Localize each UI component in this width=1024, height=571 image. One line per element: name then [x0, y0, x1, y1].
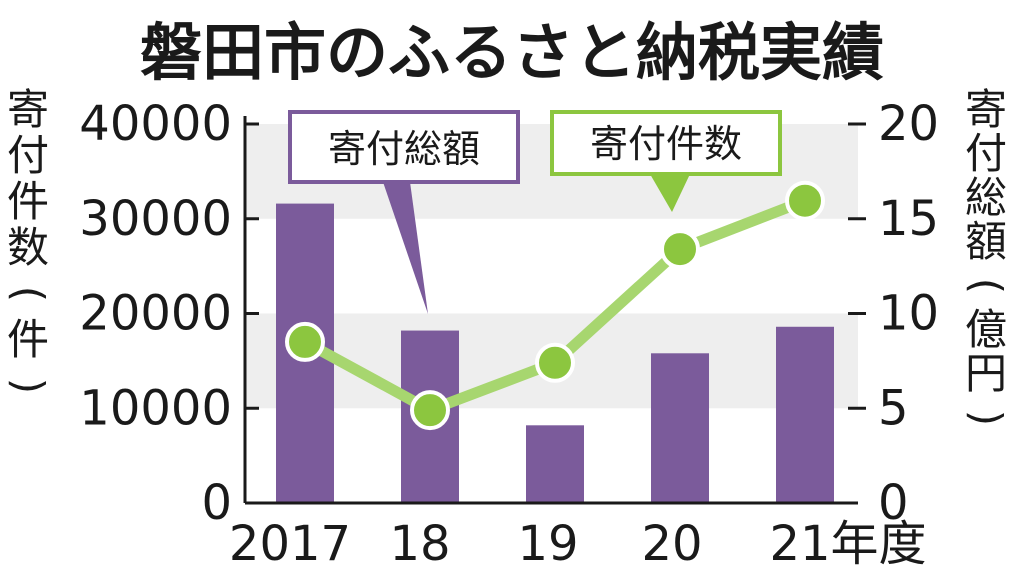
axis-label-char: (	[962, 278, 1011, 294]
bar-20	[651, 353, 709, 503]
axis-label-char: 額	[965, 217, 1007, 266]
x-tick-label-19: 19	[517, 516, 578, 571]
line-series-donation-count	[285, 180, 825, 431]
axis-label-char: 億	[965, 305, 1007, 354]
left-tick-label: 0	[201, 475, 232, 531]
point-2017	[285, 321, 325, 362]
axis-label-char: 付	[965, 129, 1007, 178]
callout-box-amount	[288, 110, 520, 184]
right-axis-label: 寄付総額 ( 億円)	[962, 85, 1011, 426]
axis-label-char: )	[4, 378, 53, 394]
point-18	[410, 390, 450, 431]
right-tick-label: 20	[878, 96, 939, 152]
point-20	[660, 229, 700, 270]
left-tick-label: 20000	[79, 286, 232, 342]
axis-label-char: 円	[965, 349, 1007, 398]
callout-pointer-amount	[383, 182, 428, 314]
axis-label-char: 数	[7, 223, 49, 272]
right-tick-label: 15	[878, 191, 939, 247]
x-tick-label-21年度: 21年度	[769, 516, 926, 571]
axis-label-char: 付	[7, 131, 49, 180]
point-19	[535, 342, 575, 383]
left-axis-label: 寄付件数(件)	[4, 85, 53, 394]
left-tick-label: 30000	[79, 191, 232, 247]
right-tick-label: 10	[878, 286, 939, 342]
axis-label-char: 寄	[965, 85, 1007, 134]
point-21年度	[785, 180, 825, 221]
legend-callouts: 寄付総額 寄付件数	[288, 110, 782, 314]
bar-19	[526, 425, 584, 503]
chart-title: 磐田市のふるさと納税実績	[140, 16, 884, 89]
left-tick-label: 40000	[79, 96, 232, 152]
axis-label-char: 件	[7, 315, 49, 364]
callout-label-count: 寄付件数	[590, 122, 742, 166]
axis-label-char: (	[4, 286, 53, 302]
right-tick-label: 5	[878, 380, 909, 436]
right-tick-label: 0	[878, 475, 909, 531]
axis-label-char: 件	[7, 177, 49, 226]
axis-label-char: )	[962, 410, 1011, 426]
callout-box-count	[550, 110, 782, 176]
callout-label-amount: 寄付総額	[328, 127, 480, 171]
x-tick-label-18: 18	[389, 516, 450, 571]
x-tick-label-2017: 2017	[229, 516, 351, 571]
bar-21年度	[776, 326, 834, 503]
callout-pointer-count	[650, 174, 690, 212]
x-tick-label-20: 20	[641, 516, 702, 571]
axis-label-char: 寄	[7, 85, 49, 134]
axis-label-char: 総	[965, 173, 1007, 222]
left-tick-label: 10000	[79, 380, 232, 436]
